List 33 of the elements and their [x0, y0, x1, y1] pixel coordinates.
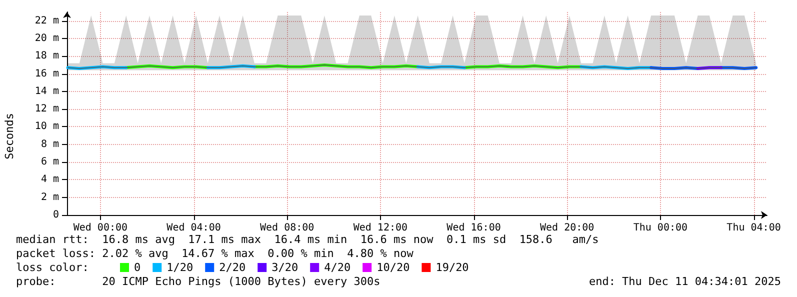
y-tick-label: 20 m — [34, 32, 59, 44]
legend-label: 19/20 — [436, 261, 469, 274]
legend-title: loss color: — [16, 261, 89, 274]
y-tick-label: 16 m — [34, 68, 59, 80]
x-tick-label: Wed 12:00 — [353, 222, 408, 234]
y-tick-label: 2 m — [40, 192, 59, 203]
y-tick-label: 0 — [52, 210, 59, 220]
y-tick-label: 8 m — [40, 138, 59, 150]
y-tick-label: 10 m — [34, 121, 59, 132]
legend-label: 1/20 — [166, 261, 194, 274]
text: packet loss: 2.02 % avg 14.67 % max 0.00 % min 4.80 % now — [16, 247, 414, 260]
x-tick-label: Thu 00:00 — [633, 222, 688, 234]
y-tick-label: 22 m — [34, 15, 59, 26]
x-tick-label: Wed 08:00 — [260, 222, 314, 234]
y-tick-label: 6 m — [40, 156, 59, 168]
text: end: Thu Dec 11 04:34:01 2025 — [588, 275, 782, 288]
legend-label: 2/20 — [219, 261, 246, 274]
legend-label: 0 — [134, 261, 141, 274]
y-axis-title: Seconds — [3, 113, 16, 160]
x-tick-label: Wed 16:00 — [446, 222, 501, 234]
y-tick-label: 18 m — [34, 50, 59, 62]
y-tick-label: 4 m — [40, 174, 59, 186]
text: median rtt: 16.8 ms avg 17.1 ms max 16.4 ms min 16.6 ms now 0.1 ms sd 158.6 am/s — [16, 233, 599, 246]
y-tick-label: 12 m — [34, 104, 59, 115]
x-tick-label: Wed 20:00 — [540, 222, 594, 234]
x-tick-label: Thu 04:00 — [726, 222, 781, 234]
legend-label: 4/20 — [324, 261, 351, 274]
x-tick-label: Wed 00:00 — [73, 222, 128, 234]
text: probe: 20 ICMP Echo Pings (1000 Bytes) every 300s — [16, 275, 380, 288]
y-tick-label: 14 m — [34, 86, 59, 97]
x-tick-label: Wed 04:00 — [166, 222, 221, 234]
legend-label: 10/20 — [376, 261, 410, 274]
legend-label: 3/20 — [272, 261, 298, 274]
